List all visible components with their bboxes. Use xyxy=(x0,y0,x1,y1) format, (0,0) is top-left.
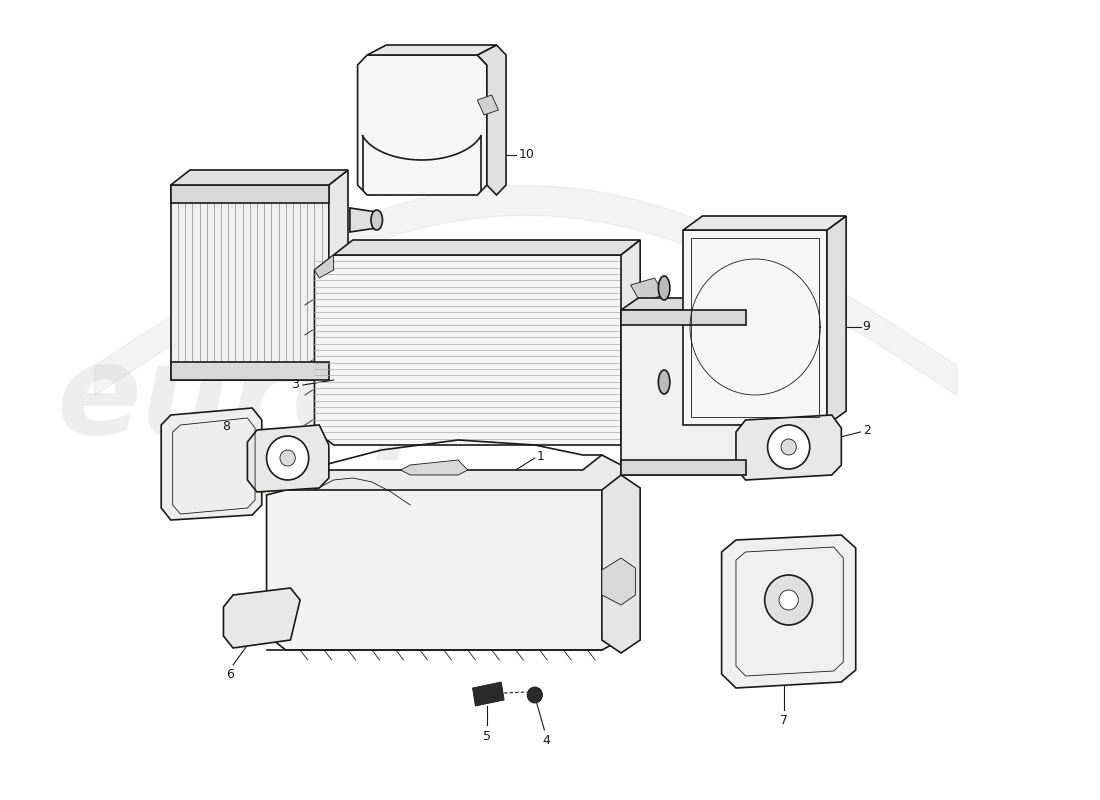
Text: 10: 10 xyxy=(518,149,535,162)
Polygon shape xyxy=(170,170,348,185)
Polygon shape xyxy=(333,240,640,255)
Polygon shape xyxy=(162,408,262,520)
Circle shape xyxy=(768,425,810,469)
Polygon shape xyxy=(248,425,329,492)
Circle shape xyxy=(779,590,799,610)
Text: 4: 4 xyxy=(542,734,550,747)
Polygon shape xyxy=(315,255,640,445)
Circle shape xyxy=(781,439,796,455)
Polygon shape xyxy=(683,230,827,425)
Polygon shape xyxy=(477,45,506,195)
Polygon shape xyxy=(602,558,636,605)
Circle shape xyxy=(527,687,542,703)
Text: 5: 5 xyxy=(483,730,491,743)
Text: 1: 1 xyxy=(537,450,544,462)
Polygon shape xyxy=(621,240,640,445)
Polygon shape xyxy=(170,362,329,380)
Polygon shape xyxy=(827,216,846,425)
Polygon shape xyxy=(621,298,762,310)
Polygon shape xyxy=(621,310,746,475)
Text: a passion for parts since 1985: a passion for parts since 1985 xyxy=(195,470,530,538)
Polygon shape xyxy=(621,310,746,325)
Polygon shape xyxy=(223,588,300,648)
Circle shape xyxy=(266,436,309,480)
Polygon shape xyxy=(358,55,487,195)
Polygon shape xyxy=(315,255,333,278)
Text: europes: europes xyxy=(56,339,626,461)
Text: 6: 6 xyxy=(227,668,234,681)
Polygon shape xyxy=(367,45,496,55)
Text: 3: 3 xyxy=(292,378,299,391)
Ellipse shape xyxy=(659,370,670,394)
Circle shape xyxy=(764,575,813,625)
Ellipse shape xyxy=(659,276,670,300)
Polygon shape xyxy=(746,298,762,475)
Text: 7: 7 xyxy=(780,714,788,727)
Polygon shape xyxy=(329,170,348,380)
Polygon shape xyxy=(602,475,640,653)
Polygon shape xyxy=(683,216,846,230)
Polygon shape xyxy=(621,460,746,475)
Ellipse shape xyxy=(371,210,383,230)
Polygon shape xyxy=(477,95,498,115)
Polygon shape xyxy=(736,415,842,480)
Polygon shape xyxy=(473,682,504,706)
Polygon shape xyxy=(266,490,622,650)
Polygon shape xyxy=(170,185,329,380)
Polygon shape xyxy=(286,455,622,500)
Polygon shape xyxy=(630,373,664,397)
Polygon shape xyxy=(170,185,329,203)
Text: 2: 2 xyxy=(864,423,871,437)
Text: 8: 8 xyxy=(222,419,230,433)
Polygon shape xyxy=(630,278,664,302)
Polygon shape xyxy=(400,460,468,475)
Circle shape xyxy=(280,450,295,466)
Polygon shape xyxy=(722,535,856,688)
Polygon shape xyxy=(350,208,376,232)
Text: 9: 9 xyxy=(862,321,870,334)
